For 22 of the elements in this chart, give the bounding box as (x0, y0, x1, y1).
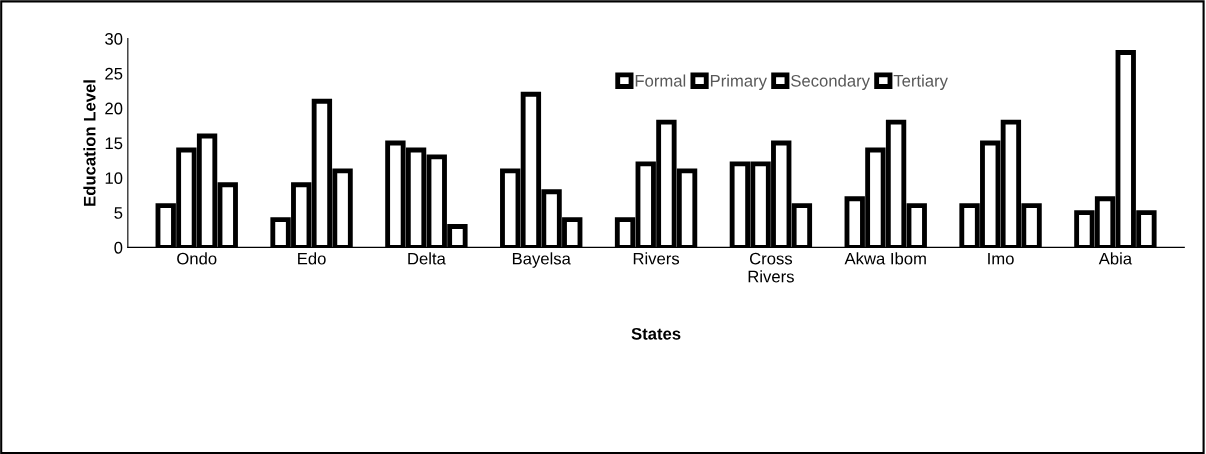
x-tick-label: Ondo (177, 252, 217, 265)
legend-label: Tertiary (893, 74, 948, 91)
x-tick-label: Bayelsa (512, 252, 571, 268)
x-axis-title: States (631, 327, 681, 340)
legend-label: Primary (710, 74, 767, 91)
y-axis-title: Education Level (83, 80, 96, 206)
legend-label: Formal (635, 74, 686, 87)
y-tick-label: 20 (105, 102, 123, 115)
y-tick-label: 15 (105, 137, 123, 150)
x-tick-label: Imo (988, 252, 1014, 265)
y-tick-label: 5 (114, 207, 123, 219)
x-tick-label: Edo (298, 252, 326, 265)
y-tick-label: 10 (105, 172, 123, 185)
y-tick-label: 0 (114, 241, 123, 254)
x-tick-label: Akwa Ibom (844, 252, 926, 265)
x-tick-label: Delta (408, 252, 446, 265)
y-tick-label: 25 (105, 67, 123, 80)
y-tick-label: 30 (105, 32, 123, 45)
x-tick-label: Rivers (633, 252, 680, 265)
legend-label: Secondary (791, 74, 870, 91)
x-tick-label: Cross Rivers (748, 252, 794, 283)
x-tick-label: Abia (1098, 252, 1133, 265)
